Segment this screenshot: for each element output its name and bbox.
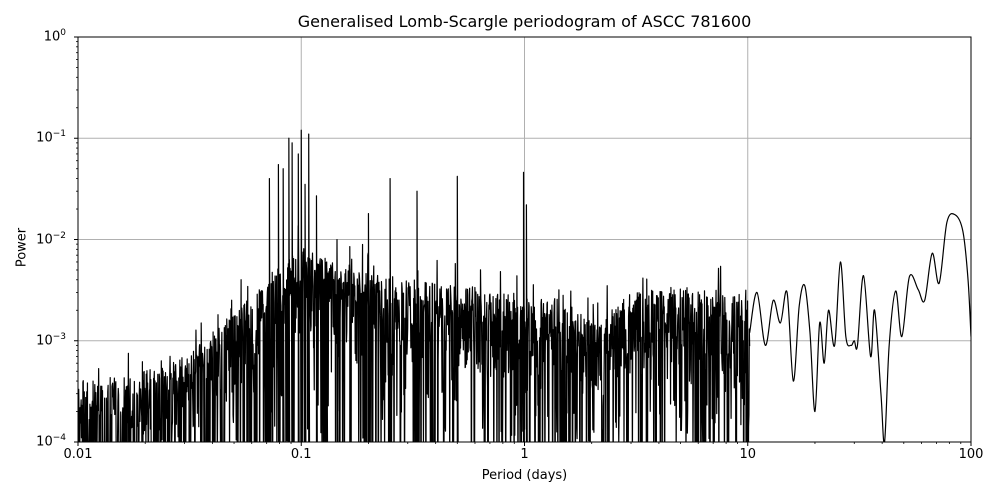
x-tick-label: 0.1	[290, 447, 312, 462]
x-tick-label: 10	[739, 447, 757, 462]
x-axis-label: Period (days)	[481, 468, 568, 483]
y-tick-label: 100	[43, 28, 66, 45]
y-tick-label: 10−4	[36, 433, 66, 450]
x-tick-label: 100	[958, 447, 984, 462]
y-tick-label: 10−2	[36, 230, 66, 247]
x-tick-label: 0.01	[63, 447, 93, 462]
y-tick-label: 10−1	[36, 129, 66, 146]
y-tick-label: 10−3	[36, 331, 66, 349]
power-series-line	[78, 129, 971, 442]
chart-title: Generalised Lomb-Scargle periodogram of …	[297, 12, 752, 31]
axis-ticks	[74, 36, 972, 446]
x-tick-label: 1	[520, 447, 529, 462]
